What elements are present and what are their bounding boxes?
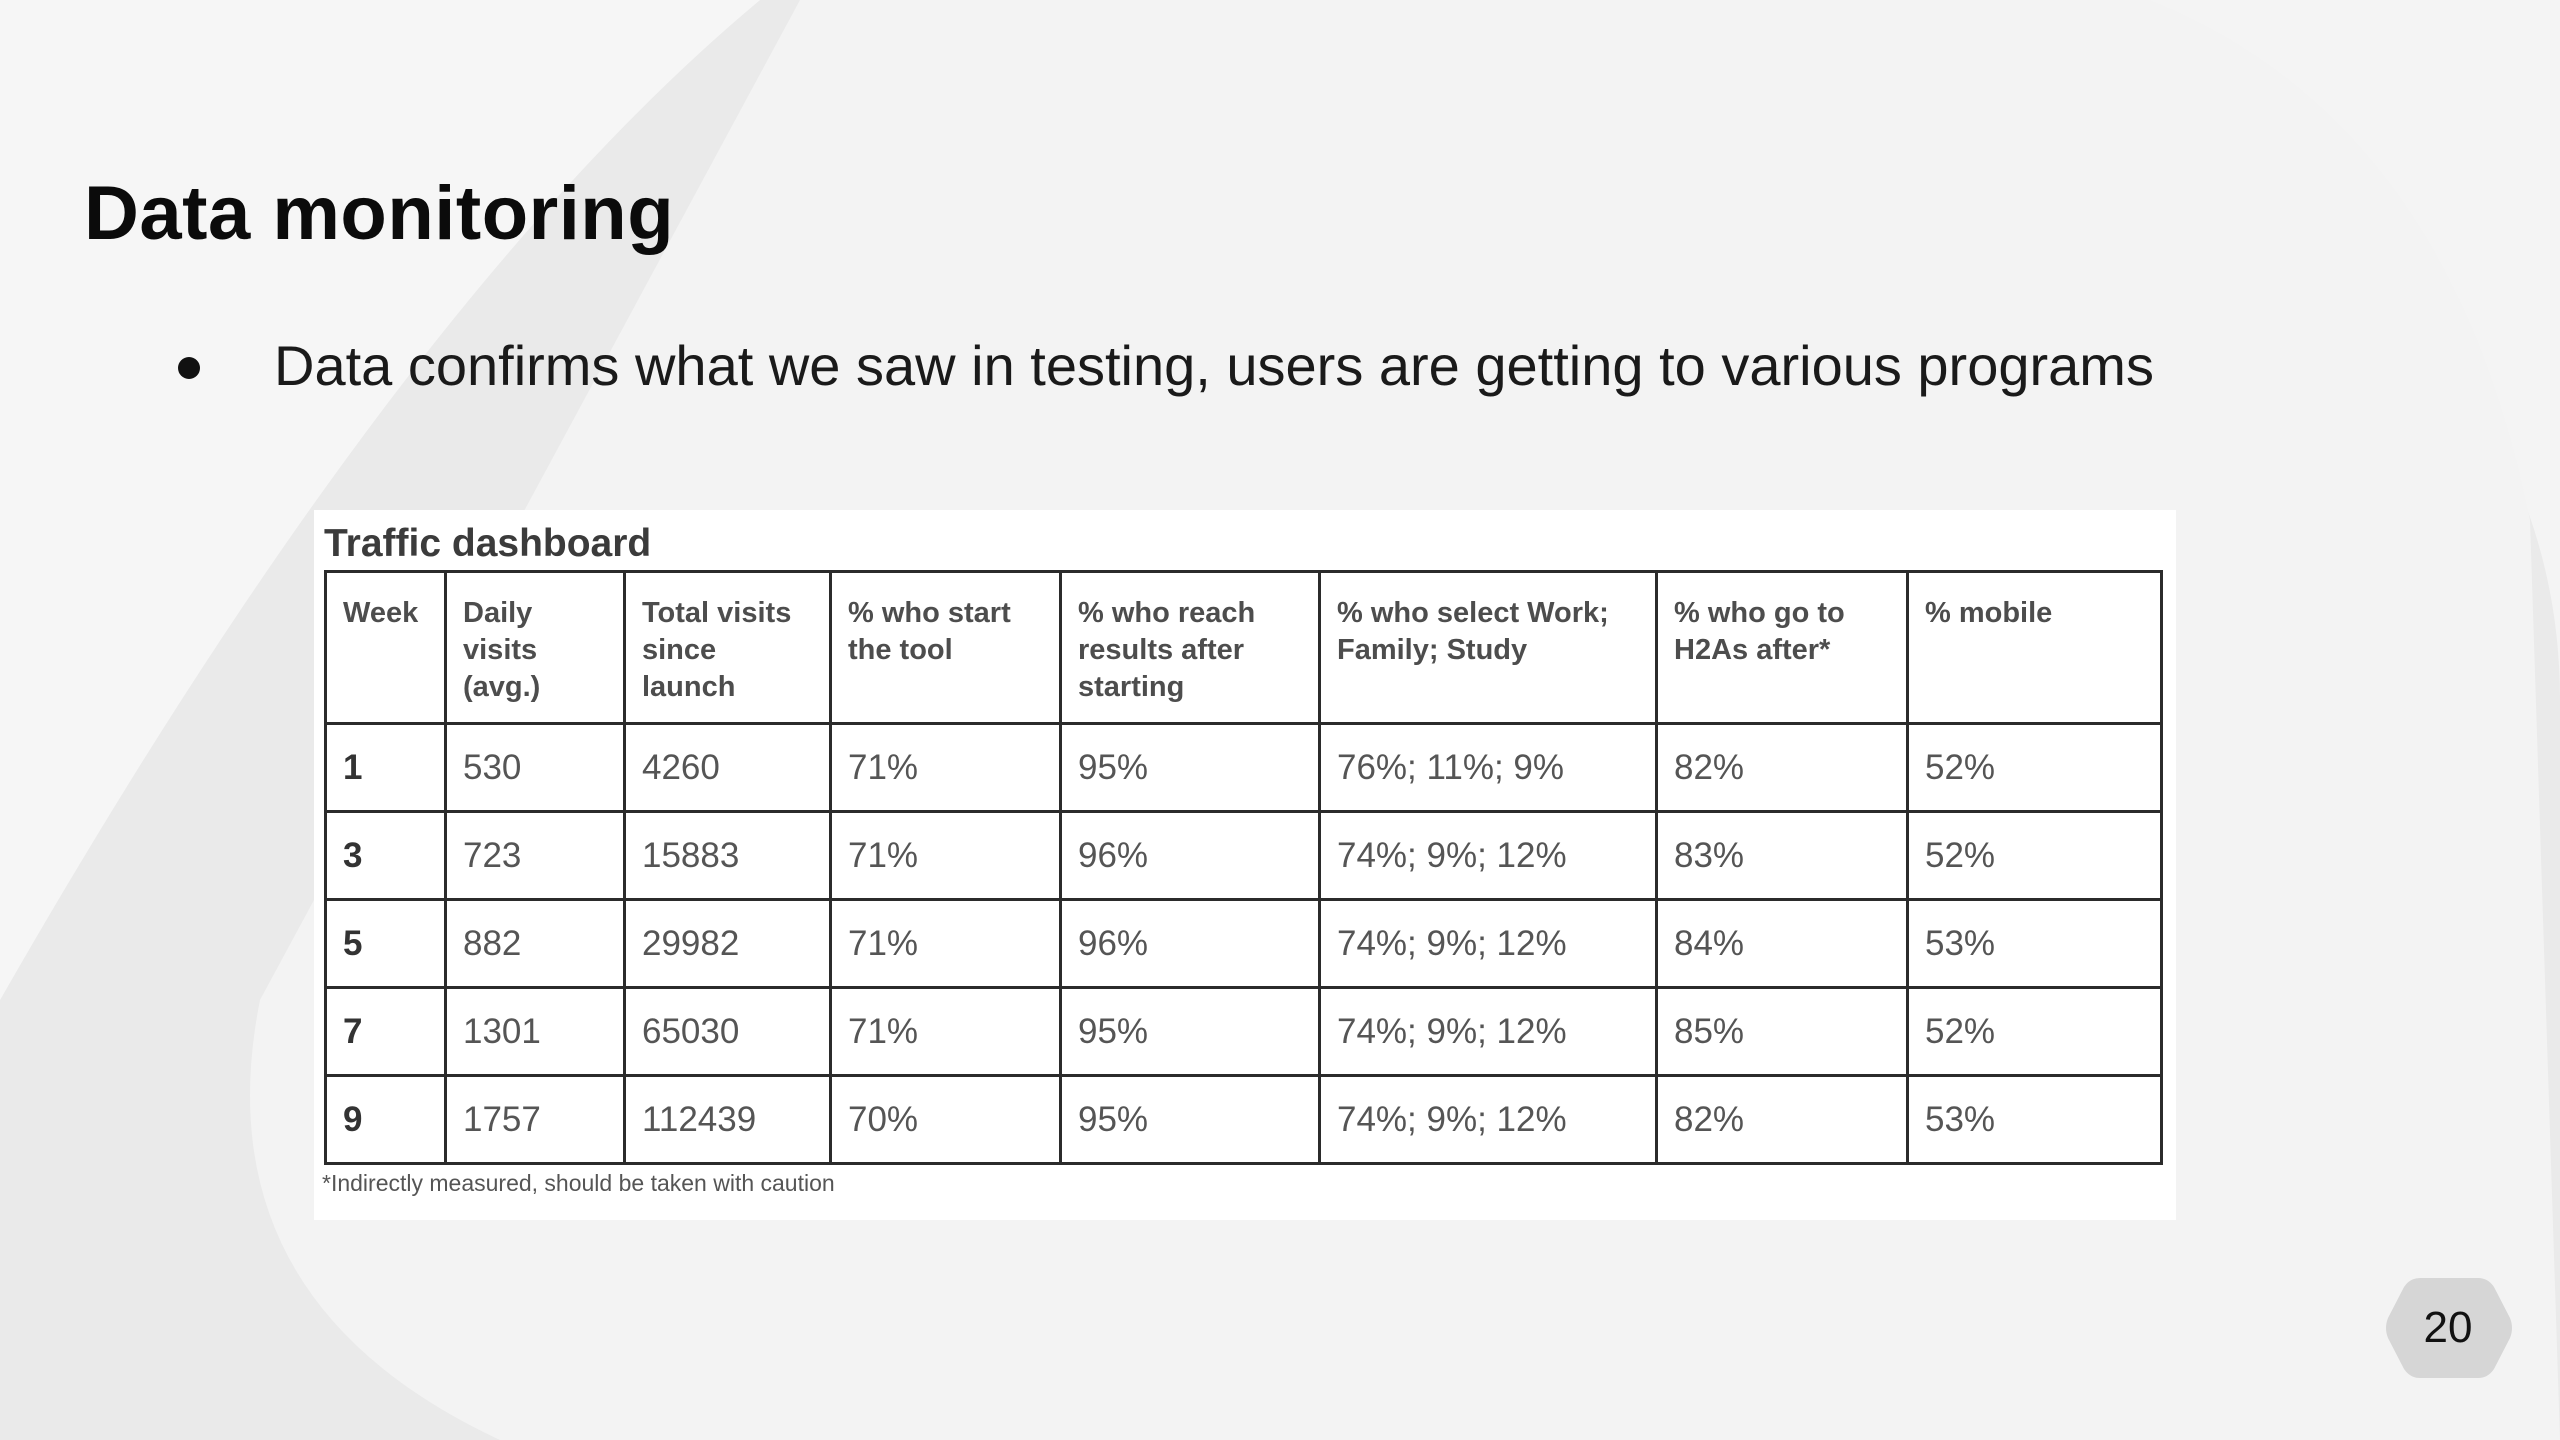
cell-reach-results: 96% bbox=[1059, 810, 1321, 901]
cell-daily-visits: 882 bbox=[444, 898, 626, 989]
cell-week: 7 bbox=[324, 986, 447, 1077]
cell-select-category: 74%; 9%; 12% bbox=[1318, 986, 1658, 1077]
cell-mobile: 52% bbox=[1906, 986, 2163, 1077]
cell-go-to-h2as: 84% bbox=[1655, 898, 1909, 989]
table-row: 5 882 29982 71% 96% 74%; 9%; 12% 84% 53% bbox=[324, 898, 2163, 989]
cell-start-tool: 71% bbox=[829, 986, 1062, 1077]
bullet-text: Data confirms what we saw in testing, us… bbox=[274, 334, 2154, 397]
cell-total-visits: 4260 bbox=[623, 722, 832, 813]
cell-mobile: 53% bbox=[1906, 898, 2163, 989]
badge-shape bbox=[2386, 1278, 2512, 1378]
bullet-dot bbox=[178, 356, 200, 379]
cell-reach-results: 95% bbox=[1059, 1074, 1321, 1165]
cell-week: 5 bbox=[324, 898, 447, 989]
table-row: 1 530 4260 71% 95% 76%; 11%; 9% 82% 52% bbox=[324, 722, 2163, 813]
cell-select-category: 74%; 9%; 12% bbox=[1318, 810, 1658, 901]
header-mobile: % mobile bbox=[1906, 570, 2163, 725]
cell-week: 9 bbox=[324, 1074, 447, 1165]
cell-total-visits: 29982 bbox=[623, 898, 832, 989]
traffic-dashboard: Traffic dashboard Week Daily visits (avg… bbox=[314, 510, 2176, 1220]
cell-mobile: 52% bbox=[1906, 810, 2163, 901]
header-select-category: % who select Work; Family; Study bbox=[1318, 570, 1658, 725]
traffic-table: Week Daily visits (avg.) Total visits si… bbox=[324, 570, 2163, 1165]
header-go-to-h2as: % who go to H2As after* bbox=[1655, 570, 1909, 725]
cell-week: 3 bbox=[324, 810, 447, 901]
cell-start-tool: 70% bbox=[829, 1074, 1062, 1165]
page-number-badge: 20 bbox=[2382, 1272, 2514, 1384]
cell-total-visits: 112439 bbox=[623, 1074, 832, 1165]
table-row: 9 1757 112439 70% 95% 74%; 9%; 12% 82% 5… bbox=[324, 1074, 2163, 1165]
bullet-item: Data confirms what we saw in testing, us… bbox=[178, 333, 2154, 398]
table-header-row: Week Daily visits (avg.) Total visits si… bbox=[324, 570, 2163, 725]
cell-mobile: 52% bbox=[1906, 722, 2163, 813]
cell-start-tool: 71% bbox=[829, 810, 1062, 901]
cell-week: 1 bbox=[324, 722, 447, 813]
cell-start-tool: 71% bbox=[829, 898, 1062, 989]
cell-go-to-h2as: 85% bbox=[1655, 986, 1909, 1077]
cell-reach-results: 95% bbox=[1059, 722, 1321, 813]
header-week: Week bbox=[324, 570, 447, 725]
cell-select-category: 76%; 11%; 9% bbox=[1318, 722, 1658, 813]
cell-daily-visits: 723 bbox=[444, 810, 626, 901]
page-number: 20 bbox=[2423, 1303, 2473, 1352]
cell-daily-visits: 530 bbox=[444, 722, 626, 813]
header-reach-results: % who reach results after starting bbox=[1059, 570, 1321, 725]
cell-daily-visits: 1301 bbox=[444, 986, 626, 1077]
cell-daily-visits: 1757 bbox=[444, 1074, 626, 1165]
slide-title: Data monitoring bbox=[84, 171, 675, 256]
cell-go-to-h2as: 82% bbox=[1655, 1074, 1909, 1165]
cell-go-to-h2as: 82% bbox=[1655, 722, 1909, 813]
dashboard-title: Traffic dashboard bbox=[324, 522, 652, 565]
cell-select-category: 74%; 9%; 12% bbox=[1318, 898, 1658, 989]
cell-total-visits: 65030 bbox=[623, 986, 832, 1077]
table-row: 7 1301 65030 71% 95% 74%; 9%; 12% 85% 52… bbox=[324, 986, 2163, 1077]
cell-select-category: 74%; 9%; 12% bbox=[1318, 1074, 1658, 1165]
cell-total-visits: 15883 bbox=[623, 810, 832, 901]
header-daily-visits: Daily visits (avg.) bbox=[444, 570, 626, 725]
cell-reach-results: 96% bbox=[1059, 898, 1321, 989]
cell-start-tool: 71% bbox=[829, 722, 1062, 813]
header-total-visits: Total visits since launch bbox=[623, 570, 832, 725]
table-row: 3 723 15883 71% 96% 74%; 9%; 12% 83% 52% bbox=[324, 810, 2163, 901]
cell-go-to-h2as: 83% bbox=[1655, 810, 1909, 901]
cell-reach-results: 95% bbox=[1059, 986, 1321, 1077]
cell-mobile: 53% bbox=[1906, 1074, 2163, 1165]
table-footnote: *Indirectly measured, should be taken wi… bbox=[322, 1170, 835, 1196]
header-start-tool: % who start the tool bbox=[829, 570, 1062, 725]
